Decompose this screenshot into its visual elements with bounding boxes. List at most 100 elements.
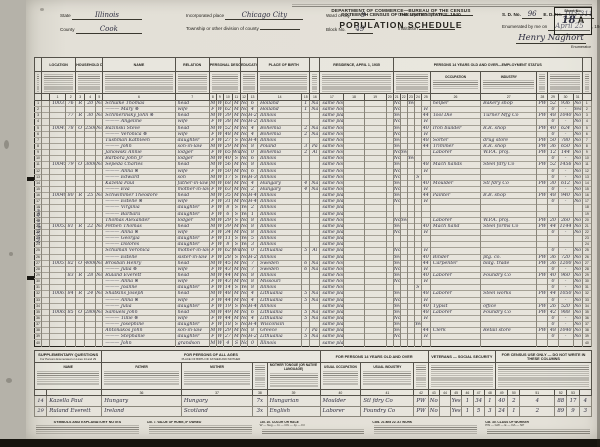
schedule-cell — [429, 314, 482, 322]
schedule-cell: Holland — [257, 106, 303, 113]
line-number: 9 — [34, 149, 43, 156]
schedule-cell — [309, 228, 321, 236]
schedule-cell — [49, 241, 67, 248]
schedule-cell — [414, 142, 422, 150]
schedule-cell — [386, 167, 394, 175]
schedule-cell — [536, 339, 549, 347]
schedule-cell — [429, 284, 482, 291]
schedule-cell: 76 — [65, 99, 77, 107]
column-number: 22 — [399, 93, 408, 101]
schedule-cell: 10041 — [49, 124, 67, 132]
schedule-cell: Sweden — [257, 259, 303, 267]
schedule-cell: Lithuania — [257, 314, 303, 322]
schedule-cell — [480, 339, 538, 347]
schedule-cell: H-2 — [247, 118, 259, 126]
schedule-cell: F — [208, 241, 217, 248]
schedule-cell: Holland — [257, 99, 303, 107]
schedule-cell: Yes — [239, 241, 249, 248]
schedule-cell: 10045 — [49, 161, 67, 169]
schedule-row: 31——— JoannedaughterFW14SYes8Illinoissam… — [34, 284, 593, 291]
line-number: 32 — [581, 290, 593, 297]
schedule-cell: Yes — [239, 173, 249, 181]
schedule-cell: Lithuania — [257, 333, 303, 340]
supplementary-cell: Moulder — [319, 395, 362, 407]
schedule-cell — [480, 204, 538, 212]
schedule-cell: 14 — [223, 284, 233, 291]
schedule-cell — [386, 339, 394, 347]
column-number: 16 — [309, 93, 321, 101]
sheet-number-box: Sheet No. 18 A — [554, 7, 592, 35]
schedule-cell: No — [239, 327, 249, 334]
schedule-cell — [84, 130, 97, 138]
schedule-cell: W — [216, 198, 224, 205]
township-label: Township or other division of county — [186, 26, 259, 31]
schedule-cell — [429, 130, 482, 138]
schedule-cell: 85 — [65, 308, 77, 316]
schedule-cell — [407, 136, 415, 144]
schedule-cell: F — [208, 265, 217, 273]
schedule-cell — [364, 149, 387, 156]
schedule-cell: 0 — [547, 278, 559, 285]
schedule-row: 33 ——— Anna ⊗ wife F W 44 M No 4 Lithuania 5 Na same… — [34, 296, 593, 304]
line-number: 37 — [581, 321, 593, 328]
schedule-cell: Yes — [239, 235, 249, 242]
schedule-cell: No — [573, 259, 583, 267]
schedule-row: 40 ——— John grandson M W 4 S No 0 Illinois same pl… — [34, 339, 593, 347]
schedule-cell: O — [75, 124, 86, 132]
schedule-cell: No — [95, 308, 104, 316]
supplementary-row: 14 Kazella Paul Hungary Hungary 7x Hungarian M… — [33, 395, 593, 407]
schedule-cell — [414, 302, 422, 310]
schedule-cell: M — [232, 167, 241, 175]
column-number: 28 — [536, 93, 549, 101]
schedule-cell: ——— Josephine — [102, 321, 176, 328]
schedule-cell: S — [232, 155, 241, 162]
schedule-cell: same place — [319, 247, 345, 255]
schedule-cell — [386, 136, 394, 144]
line-number: 4 — [581, 118, 593, 126]
schedule-cell: 4 — [247, 124, 259, 132]
supplementary-cell — [438, 395, 452, 407]
schedule-cell — [400, 339, 408, 347]
schedule-cell — [41, 333, 51, 340]
schedule-cell: Foundry Co — [480, 308, 538, 316]
schedule-cell: 79 — [65, 161, 77, 169]
schedule-cell — [558, 235, 574, 242]
schedule-row: 14 Kazella Paul father-in-law M W 68 M No 4 Hunga… — [34, 179, 593, 187]
schedule-cell: No — [573, 130, 583, 138]
schedule-cell — [407, 314, 415, 322]
schedule-cell: 4 — [247, 290, 259, 297]
schedule-cell: Samuels John — [102, 308, 176, 316]
schedule-cell — [386, 149, 394, 156]
schedule-cell: PW — [536, 222, 549, 230]
schedule-cell — [400, 185, 408, 193]
schedule-cell: wife — [174, 198, 210, 205]
schedule-cell: - — [558, 247, 574, 255]
schedule-cell: daughter — [174, 302, 210, 310]
schedule-cell — [400, 204, 408, 212]
column-fineprint: USUAL INDUSTRY — [360, 362, 415, 390]
schedule-cell: 29 — [223, 327, 233, 334]
schedule-cell: 0 — [547, 284, 559, 291]
line-number: 12 — [581, 167, 593, 175]
schedule-cell — [400, 235, 408, 242]
schedule-cell — [414, 290, 422, 297]
supplementary-group-row: SUPPLEMENTARY QUESTIONS For Persons Enume… — [33, 350, 592, 363]
scan-smudge — [4, 140, 9, 149]
schedule-cell: Yes — [392, 321, 401, 328]
unincorporated-field: Unincorporated place — [398, 12, 473, 17]
schedule-cell: Al — [309, 149, 321, 156]
schedule-row: 15 ——— Eva mother-in-law F W 63 M No 2 Hungary 4 Na… — [34, 185, 593, 193]
schedule-cell — [400, 192, 408, 199]
supplementary-fineprint-row: NAME FATHER MOTHER MOTHER TONGUE (OR NATIVE… — [33, 362, 592, 390]
schedule-cell: Mach hand — [429, 222, 482, 230]
schedule-cell — [414, 118, 422, 126]
schedule-cell: daughter — [174, 321, 210, 328]
schedule-cell — [309, 167, 321, 175]
schedule-cell: No — [239, 130, 249, 138]
schedule-cell — [65, 173, 77, 181]
schedule-cell — [407, 179, 415, 187]
schedule-cell: No — [392, 314, 401, 322]
supplementary-cell: 89 — [554, 405, 568, 417]
column-number — [581, 93, 593, 101]
